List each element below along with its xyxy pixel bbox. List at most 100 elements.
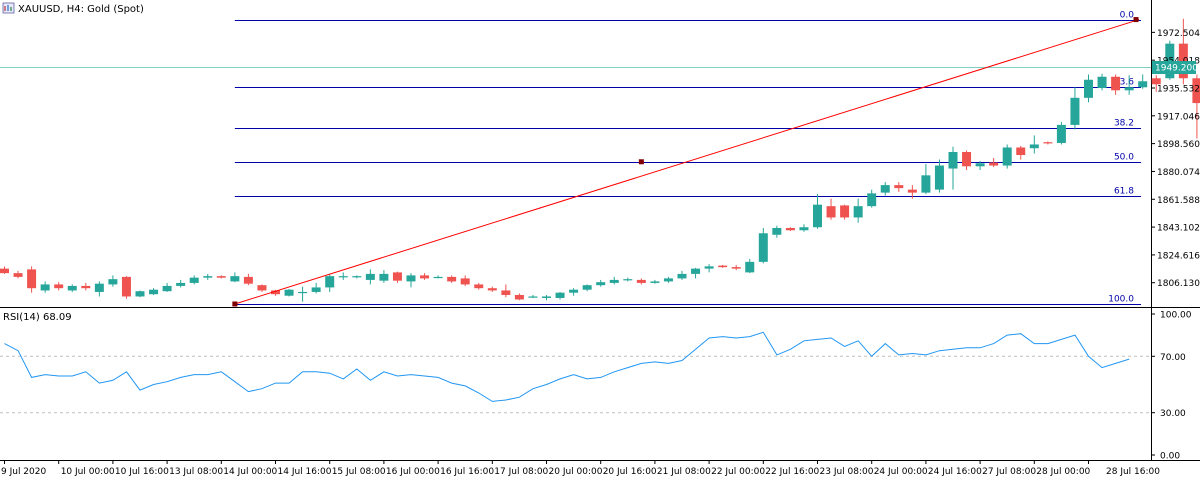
candle[interactable] [298, 286, 308, 302]
candle[interactable] [934, 159, 944, 193]
candle[interactable] [514, 293, 524, 301]
candle[interactable] [501, 284, 511, 298]
candle-body [1111, 76, 1121, 91]
candle[interactable] [650, 279, 660, 284]
candle[interactable] [230, 272, 240, 283]
candle[interactable] [13, 270, 23, 279]
candle[interactable] [745, 258, 755, 274]
candle[interactable] [162, 282, 172, 292]
candle[interactable] [907, 185, 917, 199]
candle[interactable] [0, 266, 9, 274]
candle[interactable] [325, 273, 335, 292]
candle[interactable] [365, 269, 375, 285]
candle[interactable] [691, 267, 701, 279]
candle[interactable] [121, 276, 131, 299]
candle[interactable] [853, 198, 863, 223]
candle[interactable] [67, 284, 77, 292]
current-price-label: 1949.200 [1155, 64, 1198, 74]
candle[interactable] [555, 291, 565, 300]
candle[interactable] [785, 227, 795, 232]
candle[interactable] [948, 146, 958, 190]
time-tick-label: 24 Jul 16:00 [928, 467, 982, 477]
trend-anchor-end[interactable] [1133, 17, 1139, 23]
candle-body [433, 276, 443, 279]
candle[interactable] [257, 284, 267, 292]
candle[interactable] [1070, 87, 1080, 130]
candle[interactable] [582, 284, 592, 292]
candle[interactable] [1016, 145, 1026, 160]
candle[interactable] [989, 158, 999, 168]
candle[interactable] [94, 281, 104, 297]
candle[interactable] [1138, 74, 1148, 89]
candle[interactable] [813, 194, 822, 229]
candle[interactable] [487, 286, 497, 292]
candle[interactable] [243, 273, 253, 286]
candle[interactable] [460, 275, 470, 286]
candle[interactable] [1002, 144, 1012, 169]
candle[interactable] [704, 264, 714, 273]
candle[interactable] [40, 281, 50, 293]
candle[interactable] [81, 282, 91, 291]
candle[interactable] [406, 273, 416, 288]
candle-body [420, 275, 430, 279]
candle[interactable] [1056, 121, 1066, 145]
candle[interactable] [284, 288, 294, 297]
candle[interactable] [149, 288, 159, 295]
candle[interactable] [1111, 74, 1121, 95]
trend-anchor-start[interactable] [232, 301, 238, 307]
candle[interactable] [474, 282, 484, 290]
candle-body [487, 288, 497, 291]
candle[interactable] [718, 264, 728, 268]
candle[interactable] [1084, 74, 1093, 103]
candle[interactable] [433, 275, 443, 279]
candle[interactable] [677, 270, 687, 280]
candle[interactable] [799, 224, 809, 232]
candle[interactable] [203, 273, 213, 280]
candle[interactable] [731, 264, 741, 271]
candle[interactable] [1029, 135, 1039, 154]
candle[interactable] [27, 266, 37, 293]
candle[interactable] [420, 273, 430, 280]
candle[interactable] [569, 288, 579, 296]
candle[interactable] [311, 282, 321, 294]
trendline-layer[interactable] [232, 17, 1140, 307]
trend-anchor-mid[interactable] [638, 159, 644, 165]
candle[interactable] [108, 275, 118, 287]
candle[interactable] [880, 182, 890, 196]
candle[interactable] [840, 204, 850, 220]
candle[interactable] [352, 275, 362, 279]
candle[interactable] [542, 294, 551, 301]
candle[interactable] [609, 276, 619, 285]
candle[interactable] [528, 294, 538, 298]
candle[interactable] [1097, 73, 1107, 91]
candle[interactable] [176, 279, 186, 288]
candle[interactable] [772, 225, 782, 238]
candle[interactable] [135, 290, 145, 298]
candle[interactable] [962, 150, 972, 171]
candle[interactable] [379, 270, 389, 283]
candle[interactable] [54, 282, 64, 291]
candle[interactable] [392, 271, 402, 283]
candle[interactable] [894, 182, 904, 192]
candle[interactable] [867, 189, 877, 208]
candle[interactable] [596, 279, 606, 287]
candle[interactable] [1043, 141, 1053, 145]
candle[interactable] [636, 278, 646, 285]
candle[interactable] [1151, 75, 1161, 92]
time-tick-label: 9 Jul 2020 [1, 467, 46, 477]
candle[interactable] [758, 227, 768, 264]
candle[interactable] [338, 272, 348, 280]
candle-body [27, 269, 37, 289]
candle[interactable] [921, 164, 931, 195]
candles-layer[interactable] [0, 18, 1200, 302]
candle[interactable] [975, 161, 985, 171]
candle[interactable] [1124, 75, 1134, 95]
candle[interactable] [623, 277, 633, 282]
candle[interactable] [216, 275, 226, 279]
trendline[interactable] [234, 19, 1140, 305]
candle[interactable] [1192, 74, 1200, 139]
candle[interactable] [447, 275, 457, 283]
candle[interactable] [663, 276, 673, 283]
candle[interactable] [826, 198, 836, 220]
candle[interactable] [189, 275, 199, 285]
